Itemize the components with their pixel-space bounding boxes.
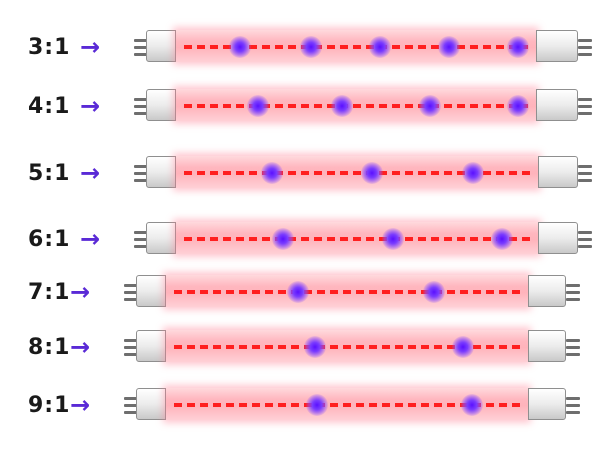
left-end-cap [136, 388, 166, 420]
left-end-cap [146, 30, 176, 62]
lamp-row: 8:1 → [0, 326, 604, 370]
blue-led [382, 228, 404, 250]
arrow-right-icon: → [70, 391, 91, 419]
left-pins-icon [134, 227, 148, 251]
lamp-row: 4:1 → [0, 85, 604, 129]
left-end-cap [146, 89, 176, 121]
right-pins-icon [566, 280, 580, 304]
blue-led [331, 95, 353, 117]
right-pins-icon [578, 35, 592, 59]
arrow-right-icon: → [80, 92, 101, 120]
blue-led [361, 162, 383, 184]
blue-led [462, 162, 484, 184]
right-end-cap [536, 89, 578, 121]
blue-led [306, 394, 328, 416]
lamp-row: 9:1 → [0, 384, 604, 428]
blue-led [229, 36, 251, 58]
left-end-cap [136, 330, 166, 362]
blue-led [247, 95, 269, 117]
blue-led [300, 36, 322, 58]
right-end-cap [538, 222, 578, 254]
right-pins-icon [578, 161, 592, 185]
ratio-label: 5:1 [28, 161, 71, 186]
ratio-label: 6:1 [28, 227, 71, 252]
left-end-cap [146, 156, 176, 188]
right-end-cap [538, 156, 578, 188]
blue-led [423, 281, 445, 303]
red-led-strip [174, 403, 520, 407]
right-pins-icon [578, 94, 592, 118]
blue-led [461, 394, 483, 416]
ratio-label: 8:1 [28, 335, 71, 360]
red-led-strip [174, 345, 520, 349]
left-pins-icon [124, 280, 138, 304]
tube-body [166, 330, 528, 362]
ratio-label: 9:1 [28, 393, 71, 418]
blue-led [272, 228, 294, 250]
tube-body [166, 388, 528, 420]
left-pins-icon [124, 335, 138, 359]
red-led-strip [184, 104, 528, 108]
right-end-cap [528, 275, 566, 307]
left-end-cap [146, 222, 176, 254]
tube-body [176, 89, 536, 121]
blue-led [452, 336, 474, 358]
ratio-label: 4:1 [28, 94, 71, 119]
right-end-cap [528, 330, 566, 362]
blue-led [507, 95, 529, 117]
right-end-cap [536, 30, 578, 62]
left-pins-icon [124, 393, 138, 417]
right-pins-icon [566, 393, 580, 417]
left-pins-icon [134, 35, 148, 59]
blue-led [304, 336, 326, 358]
lamp-row: 6:1 → [0, 218, 604, 262]
tube-body [176, 30, 536, 62]
lamp-row: 5:1 → [0, 152, 604, 196]
right-pins-icon [578, 227, 592, 251]
tube-body [166, 275, 528, 307]
arrow-right-icon: → [80, 33, 101, 61]
left-pins-icon [134, 161, 148, 185]
lamp-row: 7:1 → [0, 271, 604, 315]
blue-led [287, 281, 309, 303]
arrow-right-icon: → [70, 333, 91, 361]
right-end-cap [528, 388, 566, 420]
blue-led [261, 162, 283, 184]
red-led-strip [174, 290, 520, 294]
tube-body [176, 156, 538, 188]
arrow-right-icon: → [70, 278, 91, 306]
tube-body [176, 222, 538, 254]
blue-led [369, 36, 391, 58]
right-pins-icon [566, 335, 580, 359]
lamp-row: 3:1 → [0, 26, 604, 70]
red-led-strip [184, 45, 528, 49]
arrow-right-icon: → [80, 225, 101, 253]
left-pins-icon [134, 94, 148, 118]
red-led-strip [184, 237, 530, 241]
ratio-label: 3:1 [28, 35, 71, 60]
blue-led [507, 36, 529, 58]
blue-led [491, 228, 513, 250]
ratio-label: 7:1 [28, 280, 71, 305]
red-led-strip [184, 171, 530, 175]
arrow-right-icon: → [80, 159, 101, 187]
blue-led [438, 36, 460, 58]
blue-led [419, 95, 441, 117]
left-end-cap [136, 275, 166, 307]
